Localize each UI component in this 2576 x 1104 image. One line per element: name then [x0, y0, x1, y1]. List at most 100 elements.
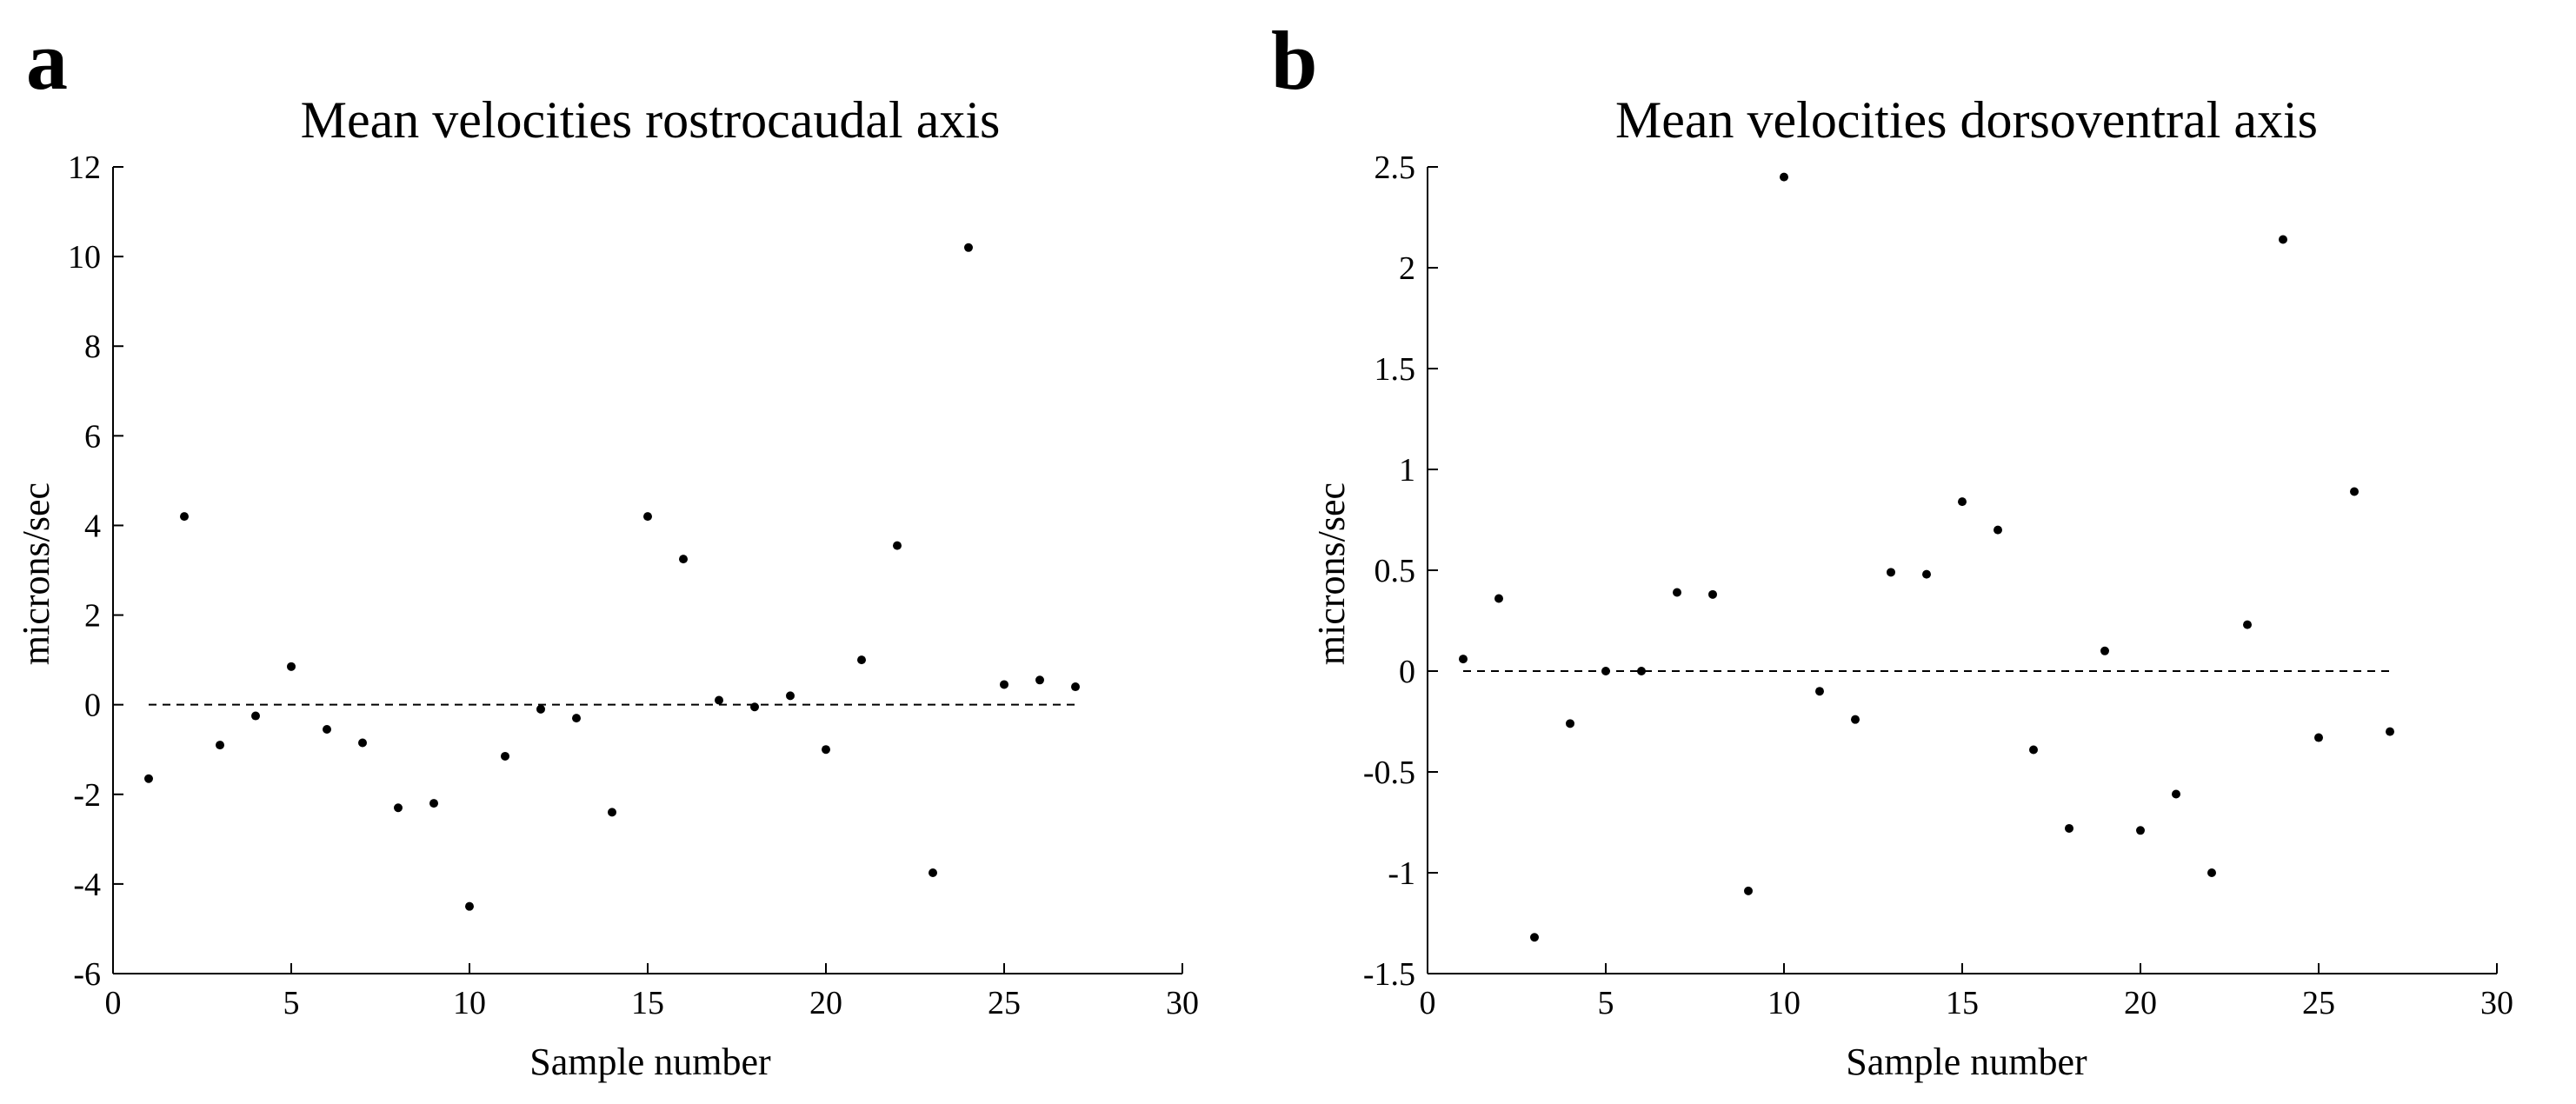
x-tick-label: 30	[2480, 985, 2513, 1021]
data-point	[394, 803, 403, 813]
y-tick-label: 12	[68, 150, 101, 186]
y-axis-label-a: microns/sec	[15, 482, 57, 665]
y-tick-label: 4	[84, 508, 101, 544]
x-ticks-b: 0 5 10 15 20 25 30	[1420, 963, 2513, 1021]
x-tick-label: 25	[988, 985, 1021, 1021]
data-point	[251, 711, 260, 721]
y-axis-label-b: microns/sec	[1310, 482, 1353, 665]
data-point	[964, 243, 973, 252]
x-tick-label: 15	[1946, 985, 1979, 1021]
data-points-a	[144, 243, 1080, 911]
data-point	[1637, 667, 1646, 675]
data-point	[1566, 719, 1574, 728]
data-point	[822, 745, 830, 755]
data-point	[1601, 667, 1610, 675]
data-point	[216, 741, 224, 750]
x-axis-label-b: Sample number	[1846, 1041, 2087, 1083]
data-point	[1780, 172, 1788, 182]
y-tick-label: -0.5	[1363, 755, 1415, 791]
x-tick-label: 30	[1166, 985, 1199, 1021]
panel-letter-a: a	[26, 14, 68, 107]
y-tick-label: 2	[1399, 250, 1415, 287]
x-tick-label: 20	[809, 985, 842, 1021]
data-point	[287, 662, 296, 671]
y-tick-label: -1.5	[1363, 956, 1415, 993]
data-point	[180, 512, 189, 522]
x-tick-label: 25	[2302, 985, 2335, 1021]
chart-title-b: Mean velocities dorsoventral axis	[1615, 91, 2318, 149]
data-point	[1708, 589, 1717, 599]
data-point	[2136, 826, 2145, 835]
y-tick-label: 0	[1399, 654, 1415, 690]
data-point	[1459, 655, 1468, 664]
x-tick-label: 15	[631, 985, 664, 1021]
data-point	[750, 702, 759, 712]
data-point	[1673, 588, 1681, 597]
data-point	[715, 695, 723, 705]
data-point	[2065, 823, 2073, 833]
data-point	[1958, 497, 1967, 507]
data-point	[2100, 646, 2109, 655]
data-point	[893, 541, 902, 550]
y-tick-label: -1	[1388, 855, 1415, 892]
y-tick-label: -4	[73, 867, 101, 903]
data-point	[1994, 525, 2002, 535]
data-point	[2243, 620, 2252, 629]
x-tick-label: 20	[2124, 985, 2157, 1021]
x-axis-label-a: Sample number	[529, 1041, 771, 1083]
data-point	[1815, 687, 1824, 696]
panel-letter-b: b	[1271, 14, 1317, 107]
data-point	[1494, 594, 1503, 603]
data-point	[679, 555, 688, 564]
data-point	[1744, 886, 1753, 895]
data-point	[2279, 235, 2287, 244]
data-point	[2314, 733, 2323, 742]
data-point	[572, 714, 581, 723]
data-point	[1530, 933, 1539, 942]
data-point	[1035, 675, 1044, 685]
y-tick-label: 10	[68, 239, 101, 276]
data-points-b	[1459, 172, 2394, 942]
data-point	[2172, 789, 2180, 799]
data-point	[1887, 568, 1895, 577]
y-ticks-b: -1.5 -1 -0.5 0 0.5 1 1.5 2 2.5	[1363, 150, 1438, 993]
data-point	[2207, 868, 2216, 877]
data-point	[786, 691, 795, 701]
data-point	[536, 704, 545, 714]
y-tick-label: -6	[73, 956, 101, 993]
data-point	[643, 512, 652, 522]
y-tick-label: -2	[73, 777, 101, 814]
x-tick-label: 0	[1420, 985, 1436, 1021]
x-tick-label: 5	[1598, 985, 1614, 1021]
axes-a	[112, 167, 1182, 974]
data-point	[1922, 569, 1931, 579]
chart-title-a: Mean velocities rostrocaudal axis	[301, 91, 1001, 149]
panel-b: b Mean velocities dorsoventral axis 0 5 10…	[1271, 14, 2513, 1083]
x-tick-label: 5	[283, 985, 300, 1021]
y-tick-label: 2	[84, 598, 101, 635]
data-point	[1071, 682, 1080, 692]
x-ticks-a: 0 5 10 15 20 25 30	[105, 963, 1199, 1021]
data-point	[2350, 487, 2359, 496]
x-tick-label: 0	[105, 985, 122, 1021]
panel-a: a Mean velocities rostrocaudal axis 0 5 10…	[15, 14, 1199, 1083]
data-point	[465, 901, 474, 911]
data-point	[144, 774, 153, 783]
y-tick-label: 6	[84, 418, 101, 455]
data-point	[1000, 680, 1008, 689]
data-point	[501, 751, 509, 761]
data-point	[608, 808, 616, 817]
y-tick-label: 1	[1399, 452, 1415, 489]
data-point	[429, 799, 438, 808]
data-point	[1851, 715, 1860, 724]
y-tick-label: 1.5	[1375, 351, 1416, 388]
data-point	[857, 655, 866, 665]
axes-b	[1427, 167, 2497, 974]
y-tick-label: 0.5	[1375, 553, 1416, 589]
y-tick-label: 8	[84, 329, 101, 365]
x-tick-label: 10	[1767, 985, 1801, 1021]
y-tick-label: 0	[84, 688, 101, 724]
x-tick-label: 10	[453, 985, 486, 1021]
data-point	[2029, 745, 2038, 755]
